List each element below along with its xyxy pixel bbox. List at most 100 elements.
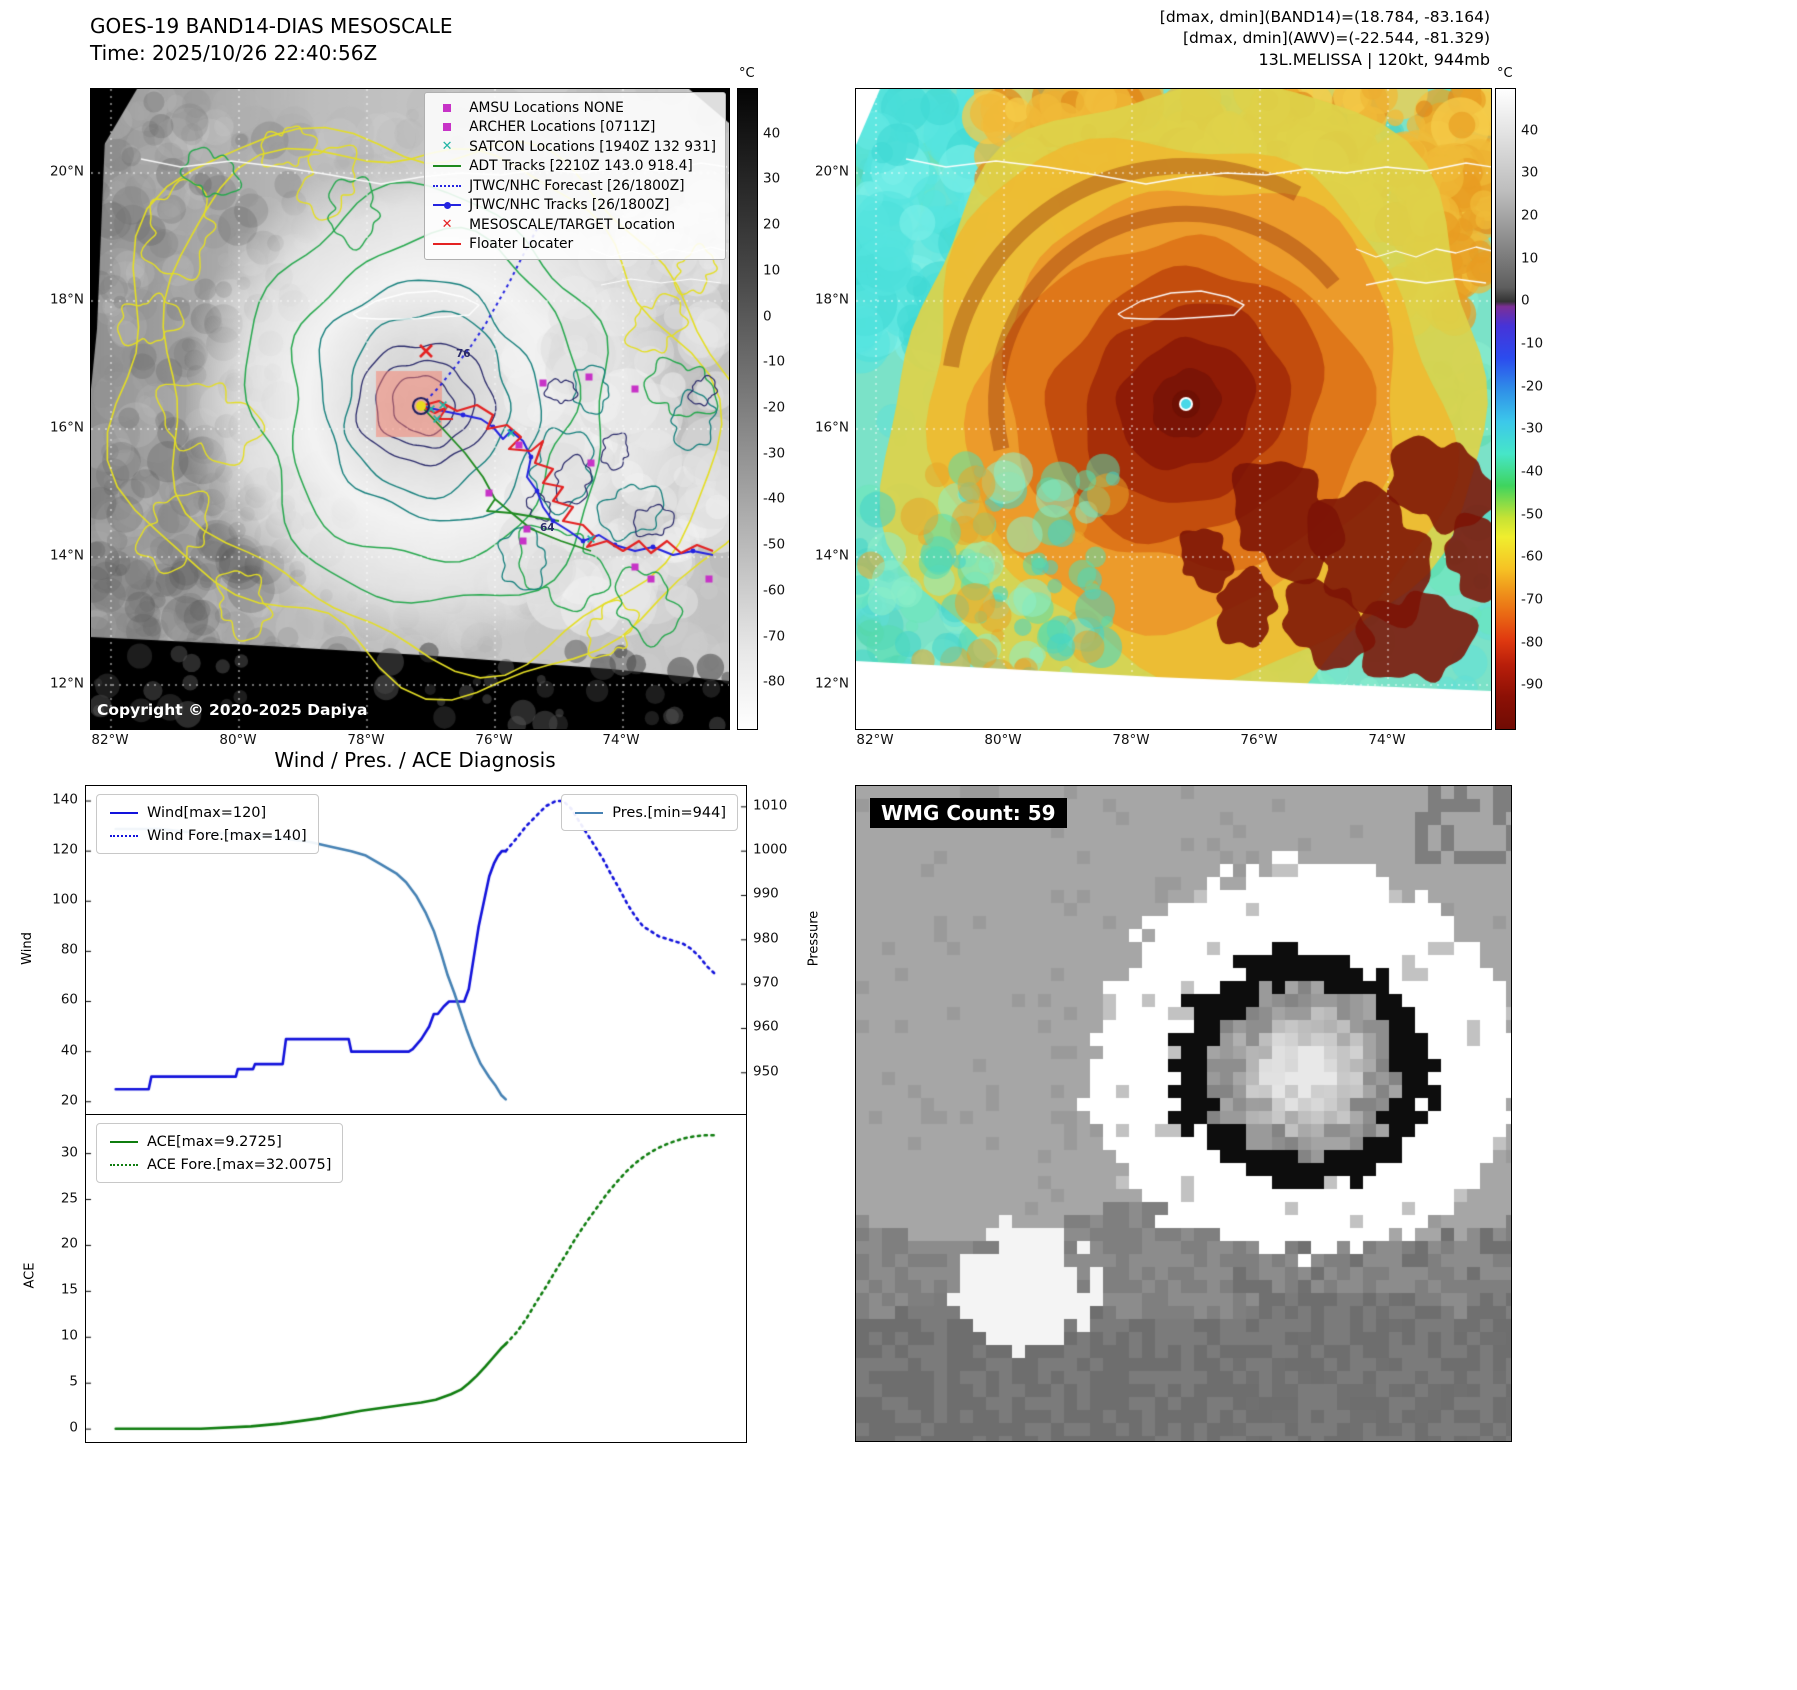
legend-dot [443, 201, 451, 209]
ace-ytick: 20 [60, 1235, 78, 1252]
legend-marker-line-icon [432, 243, 462, 246]
legend-marker-line-icon [432, 165, 462, 168]
contour-label-64: 64 [540, 522, 555, 534]
wind-ytick: 20 [60, 1092, 78, 1109]
wind-ytick: 80 [60, 941, 78, 958]
legend-label: MESOSCALE/TARGET Location [469, 216, 676, 233]
lat-tick: 16°N [49, 419, 84, 436]
lon-tick: 78°W [1112, 732, 1150, 748]
colorbar-tick: -50 [763, 536, 786, 553]
pressure-ytick: 1010 [753, 797, 788, 814]
lat-tick: 18°N [49, 291, 84, 308]
lon-tick: 82°W [856, 732, 894, 748]
colorbar-tick: 20 [1521, 207, 1539, 224]
band14-colorbar-gradient [738, 89, 757, 729]
legend-label: SATCON Locations [1940Z 132 931] [469, 138, 716, 155]
legend-label: AMSU Locations NONE [469, 99, 624, 116]
lon-tick: 78°W [347, 732, 385, 748]
lat-tick: 14°N [49, 547, 84, 564]
wind-ytick: 60 [60, 991, 78, 1008]
legend-marker-square-icon [432, 123, 462, 132]
ace-ytick: 30 [60, 1144, 78, 1161]
colorbar-tick: 40 [1521, 122, 1539, 139]
legend-item: ✕ MESOSCALE/TARGET Location [432, 215, 716, 235]
lat-tick: 20°N [814, 163, 849, 180]
pressure-legend: Pres.[min=944] [561, 794, 738, 831]
ace-ytick: 25 [60, 1190, 78, 1206]
legend-label: Wind Fore.[max=140] [147, 827, 307, 844]
awv-map [855, 88, 1492, 730]
ace-legend: ACE[max=9.2725] ACE Fore.[max=32.0075] [96, 1123, 344, 1183]
legend-item: JTWC/NHC Forecast [26/1800Z] [432, 176, 716, 196]
lat-tick: 20°N [49, 163, 84, 180]
pressure-ytick: 970 [753, 974, 779, 991]
legend-marker-line-dot-icon [432, 201, 462, 209]
colorbar-tick: 30 [1521, 164, 1539, 181]
lon-tick: 76°W [1240, 732, 1278, 748]
wmg-count-badge: WMG Count: 59 [870, 798, 1067, 828]
awv-colorbar-unit: °C [1497, 66, 1513, 81]
colorbar-tick: 10 [1521, 250, 1539, 267]
legend-marker-square-icon [432, 103, 462, 112]
legend-item: Floater Locater [432, 235, 716, 255]
legend-marker-glyph [443, 103, 452, 112]
band14-title: GOES-19 BAND14-DIAS MESOSCALE [90, 14, 453, 38]
legend-label: JTWC/NHC Forecast [26/1800Z] [469, 177, 685, 194]
pressure-ytick: 1000 [753, 841, 788, 858]
colorbar-tick: -20 [763, 399, 786, 416]
ace-ytick: 10 [60, 1327, 78, 1344]
lon-tick: 82°W [91, 732, 129, 748]
wind-ytick: 100 [52, 891, 78, 908]
lat-tick: 12°N [814, 675, 849, 692]
band14-colorbar [737, 88, 758, 730]
lat-tick: 12°N [49, 675, 84, 692]
ace-ytick: 5 [69, 1373, 78, 1390]
legend-marker-glyph [110, 834, 138, 837]
wind-legend: Wind[max=120] Wind Fore.[max=140] [96, 794, 319, 854]
legend-marker-glyph [110, 811, 138, 814]
colorbar-tick: -30 [763, 445, 786, 462]
colorbar-tick: -50 [1521, 506, 1544, 523]
legend-marker-dotted-icon [108, 834, 140, 837]
diagnosis-title: Wind / Pres. / ACE Diagnosis [274, 748, 556, 772]
wind-ytick: 40 [60, 1042, 78, 1059]
wind-pressure-chart: Wind[max=120] Wind Fore.[max=140] Pres.[m… [85, 785, 747, 1115]
lon-tick: 74°W [602, 732, 640, 748]
legend-item: AMSU Locations NONE [432, 98, 716, 118]
lon-tick: 80°W [219, 732, 257, 748]
legend-label: JTWC/NHC Tracks [26/1800Z] [469, 197, 670, 214]
awv-header-dmax-band14: [dmax, dmin](BAND14)=(18.784, -83.164) [1159, 8, 1490, 26]
colorbar-tick: -60 [763, 582, 786, 599]
ace-axis-label: ACE [22, 1262, 38, 1289]
legend-item: Pres.[min=944] [573, 801, 726, 824]
pressure-ytick: 950 [753, 1063, 779, 1080]
pressure-axis-label: Pressure [806, 910, 822, 967]
ace-ytick: 0 [69, 1419, 78, 1436]
awv-header-dmax-awv: [dmax, dmin](AWV)=(-22.544, -81.329) [1183, 29, 1490, 47]
legend-item: ACE[max=9.2725] [108, 1130, 331, 1153]
legend-label: ACE Fore.[max=32.0075] [147, 1156, 332, 1173]
wmg-microwave-image [856, 786, 1511, 1441]
legend-label: ACE[max=9.2725] [147, 1133, 282, 1150]
band14-colorbar-unit: °C [739, 66, 755, 81]
pressure-ytick: 960 [753, 1018, 779, 1035]
colorbar-tick: -20 [1521, 378, 1544, 395]
copyright-text: Copyright © 2020-2025 Dapiya [97, 701, 368, 719]
awv-header-storm-info: 13L.MELISSA | 120kt, 944mb [1258, 50, 1490, 69]
band14-time: Time: 2025/10/26 22:40:56Z [90, 41, 378, 65]
colorbar-tick: -10 [1521, 335, 1544, 352]
legend-marker-line-icon [108, 1140, 140, 1143]
legend-marker-line-icon [573, 811, 605, 814]
legend-label: Floater Locater [469, 236, 574, 253]
lat-tick: 18°N [814, 291, 849, 308]
colorbar-tick: -10 [763, 353, 786, 370]
lon-tick: 76°W [475, 732, 513, 748]
awv-colorbar [1495, 88, 1516, 730]
legend-item: ACE Fore.[max=32.0075] [108, 1153, 331, 1176]
band14-map: AMSU Locations NONE ARCHER Locations [071… [90, 88, 730, 730]
legend-marker-glyph [433, 184, 462, 187]
colorbar-tick: -40 [763, 490, 786, 507]
legend-item: JTWC/NHC Tracks [26/1800Z] [432, 196, 716, 216]
legend-marker-glyph [433, 165, 462, 168]
